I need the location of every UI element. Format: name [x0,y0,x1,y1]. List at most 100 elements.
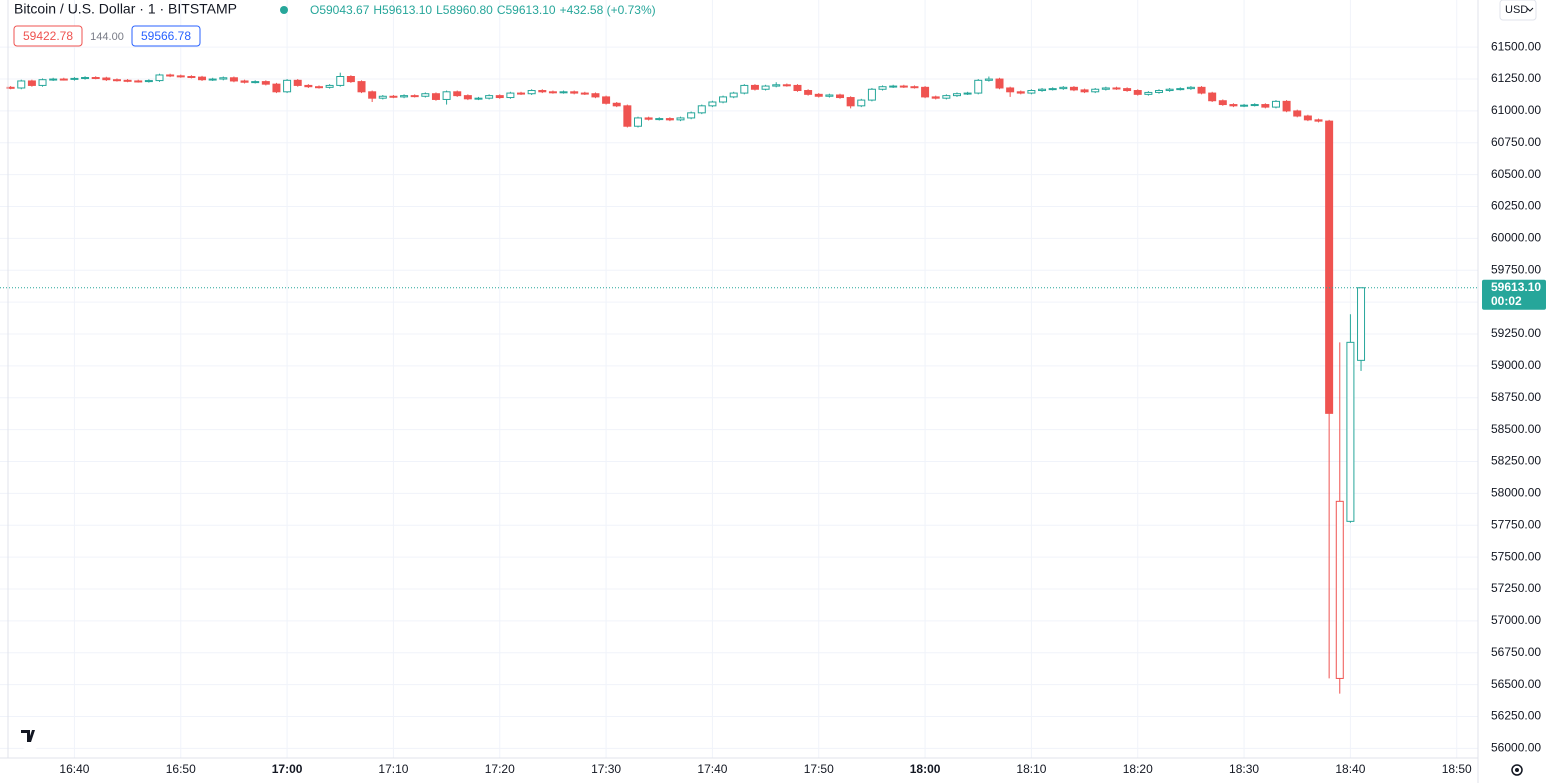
y-tick-label: 59250.00 [1491,326,1541,340]
y-tick-label: 57000.00 [1491,613,1541,627]
candle-body [1091,88,1100,93]
candle-body [1038,88,1047,92]
candle-body [984,78,993,81]
candle-body [687,112,696,119]
candle-body [166,74,175,77]
candle-body [729,92,738,98]
y-tick-label: 56500.00 [1491,677,1541,691]
y-tick-label: 60750.00 [1491,135,1541,149]
candle-body [229,77,238,82]
y-tick-label: 58500.00 [1491,422,1541,436]
x-tick-label: 17:40 [697,762,727,776]
candle-body [655,118,664,121]
y-tick-label: 57250.00 [1491,581,1541,595]
candle-body [155,74,164,82]
candle-body [6,86,15,89]
ask-box [131,25,201,47]
candle-body [400,95,409,98]
dropdown-arrow[interactable] [1526,7,1534,12]
grid-layer [0,0,1478,758]
candle-body [665,118,674,121]
candle-body [240,80,249,83]
ohlc-item: H59613.10 [373,3,432,17]
x-tick-label: 18:00 [910,762,941,776]
candle-body [176,75,185,78]
candle-body [1197,86,1206,94]
candle-body [1250,104,1259,107]
ohlc-item: O59043.67 [310,3,370,17]
candle-body [1016,91,1025,94]
candle-body [527,90,536,95]
y-tick-label: 59750.00 [1491,262,1541,276]
candle-body [219,77,228,80]
candle-body [1346,341,1355,522]
candle-body [942,95,951,99]
candle-body [1303,115,1312,121]
candle-body [1165,88,1174,92]
candle-body [198,76,207,81]
y-tick-label: 58250.00 [1491,454,1541,468]
y-tick-label: 61250.00 [1491,71,1541,85]
ohlc-item: +432.58 (+0.73%) [560,3,656,17]
candle-body [70,77,79,80]
y-tick-label: 56000.00 [1491,741,1541,755]
candle-body [952,93,961,97]
candle-body [314,86,323,89]
candle-body [761,85,770,90]
ohlc-item: C59613.10 [497,3,556,17]
market-status [280,6,288,14]
candle-body [91,77,100,80]
y-tick-label: 60000.00 [1491,231,1541,245]
x-tick-label: 17:10 [378,762,408,776]
candle-body [878,86,887,90]
candle-body [814,93,823,97]
candle-body [1027,90,1036,94]
candle-body [708,101,717,107]
countdown: 00:02 [1491,294,1522,308]
candle-body [633,117,642,127]
candle-body [346,76,355,83]
candle-body [421,93,430,97]
candle-body [538,90,547,93]
candle-body [1176,88,1185,91]
candle-body [410,95,419,98]
candle-body [825,94,834,97]
bid-box [13,25,83,47]
candle-body [442,91,451,100]
candle-body [1325,120,1334,414]
candle-body [357,81,366,93]
candle-body [261,81,270,85]
currency-button[interactable] [1499,0,1537,21]
candle-body [517,92,526,95]
candle-body [1271,100,1280,108]
candle-body [974,79,983,94]
candle-body [889,85,898,88]
candle-body [336,76,345,86]
candle-body [857,99,866,107]
candle-body [995,78,1004,89]
y-tick-label: 58750.00 [1491,390,1541,404]
candle-body [740,84,749,94]
candle-body [1186,86,1195,90]
candle-body [283,79,292,93]
currency[interactable]: USD [1505,4,1528,16]
candle-body [1069,86,1078,91]
x-tick-label: 16:50 [166,762,196,776]
candles [0,72,1478,694]
candle-body [1293,110,1302,117]
candle-body [846,97,855,107]
candle-body [772,84,781,87]
candle-body [304,84,313,88]
candle-body [804,90,813,95]
candle-body [910,86,919,89]
candle-body [963,92,972,95]
candle-body [1006,87,1015,93]
candle-body [676,117,685,121]
candle-body [431,93,440,100]
ohlc-item: L58960.80 [436,3,493,17]
settings-button[interactable] [1511,764,1523,776]
candle-body [368,91,377,99]
y-tick-label: 59000.00 [1491,358,1541,372]
candle-body [463,95,472,100]
